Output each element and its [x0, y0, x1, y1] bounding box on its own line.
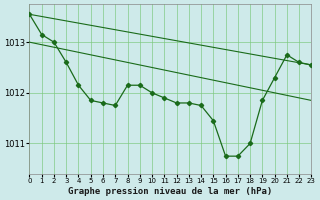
X-axis label: Graphe pression niveau de la mer (hPa): Graphe pression niveau de la mer (hPa) [68, 187, 273, 196]
